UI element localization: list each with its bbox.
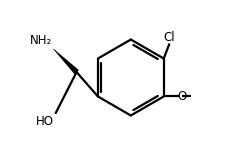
Text: Cl: Cl bbox=[163, 31, 174, 44]
Text: NH₂: NH₂ bbox=[29, 34, 52, 47]
Text: O: O bbox=[177, 90, 186, 103]
Polygon shape bbox=[53, 49, 78, 74]
Text: HO: HO bbox=[36, 115, 54, 128]
